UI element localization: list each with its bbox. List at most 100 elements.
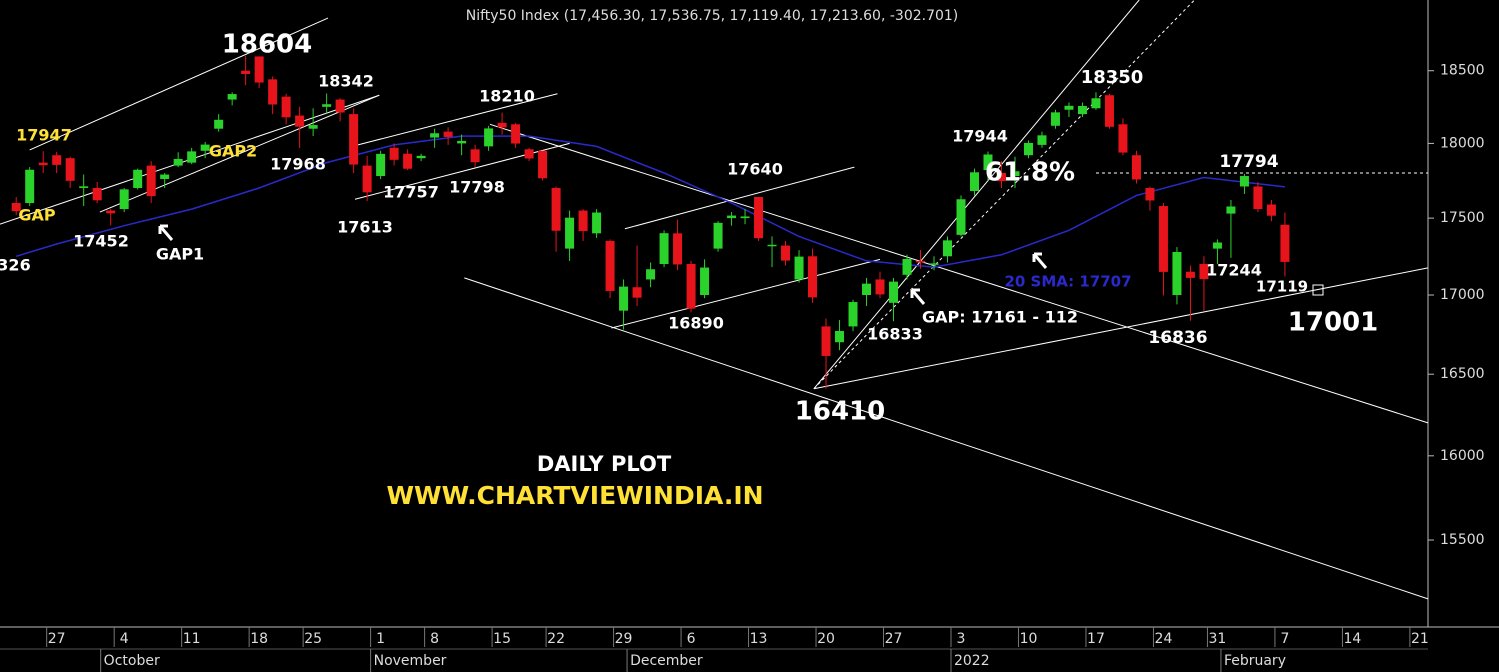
trend-line xyxy=(464,277,1429,600)
annotation: 17798 xyxy=(449,178,505,197)
candle-body xyxy=(754,196,764,239)
month-label: February xyxy=(1224,653,1286,669)
trend-line xyxy=(611,258,881,329)
candle-body xyxy=(484,128,494,147)
annotation: 61.8% xyxy=(985,158,1075,188)
candle-body xyxy=(295,115,305,127)
annotation: 17613 xyxy=(337,218,393,237)
candle-body xyxy=(821,326,831,356)
annotation: 17452 xyxy=(73,232,129,251)
annotation: 16833 xyxy=(867,325,923,344)
trend-line xyxy=(624,166,855,230)
candle-body xyxy=(1212,242,1222,249)
candle-body xyxy=(1172,251,1182,296)
candle-body xyxy=(362,165,372,193)
x-tick-label: 18 xyxy=(250,631,268,647)
candle-body xyxy=(389,147,399,160)
candle-body xyxy=(996,173,1006,182)
candle-body xyxy=(1091,98,1101,109)
candle-body xyxy=(1280,224,1290,262)
x-tick-label: 27 xyxy=(48,631,66,647)
candle-body xyxy=(1253,186,1263,210)
x-tick-label: 8 xyxy=(430,631,439,647)
candle-body xyxy=(700,267,710,296)
annotation: 17968 xyxy=(270,155,326,174)
month-label: November xyxy=(374,653,447,669)
candle-body xyxy=(1077,105,1087,115)
candle-body xyxy=(1131,155,1141,180)
candle-body xyxy=(956,199,966,235)
candle-body xyxy=(214,119,224,129)
annotation: 16890 xyxy=(668,314,724,333)
candle-body xyxy=(254,56,264,83)
candle-body xyxy=(673,233,683,265)
candle-body xyxy=(268,79,278,105)
candle-body xyxy=(443,131,453,137)
candle-body xyxy=(146,165,156,197)
candle-body xyxy=(430,133,440,138)
candle-body xyxy=(727,215,737,219)
x-tick-label: 20 xyxy=(817,631,835,647)
annotation: 20 SMA: 17707 xyxy=(1004,273,1131,291)
candle-body xyxy=(686,263,696,309)
candle-body xyxy=(592,212,602,234)
x-tick-label: 4 xyxy=(120,631,129,647)
candle-body xyxy=(106,210,116,214)
month-label: 2022 xyxy=(954,653,990,669)
candle-body xyxy=(848,302,858,327)
candle-body xyxy=(632,287,642,298)
candle-body xyxy=(1199,263,1209,280)
annotation: 17640 xyxy=(727,160,783,179)
annotation: 17757 xyxy=(383,183,439,202)
y-tick-label: 17000 xyxy=(1440,287,1485,303)
annotation: GAP xyxy=(18,206,56,225)
candle-body xyxy=(11,203,21,212)
candle-body xyxy=(65,158,75,181)
annotation: WWW.CHARTVIEWINDIA.IN xyxy=(386,481,763,510)
month-label: December xyxy=(630,653,703,669)
annotation: 17947 xyxy=(16,126,72,145)
candle-body xyxy=(943,240,953,257)
x-tick-label: 13 xyxy=(750,631,768,647)
annotation: 326 xyxy=(0,256,31,275)
candle-body xyxy=(781,245,791,261)
candle-body xyxy=(511,124,521,144)
candle-body xyxy=(1104,95,1114,127)
candle-body xyxy=(38,162,48,166)
candle-body xyxy=(1185,271,1195,278)
x-tick-label: 11 xyxy=(183,631,201,647)
trend-line xyxy=(813,0,1195,390)
arrow xyxy=(1032,252,1048,269)
candle-body xyxy=(578,210,588,232)
candle-body xyxy=(902,258,912,275)
month-label: October xyxy=(104,653,160,669)
candle-body xyxy=(646,269,656,280)
candle-body xyxy=(794,256,804,280)
arrow xyxy=(910,288,926,305)
y-tick-label: 17500 xyxy=(1440,210,1485,226)
trend-line xyxy=(99,94,380,213)
candle-body xyxy=(1239,176,1249,187)
x-tick-label: 22 xyxy=(547,631,565,647)
x-tick-label: 31 xyxy=(1209,631,1227,647)
trend-line xyxy=(354,142,570,200)
trend-line xyxy=(813,0,1140,390)
candle-body xyxy=(416,155,426,159)
y-tick-label: 15500 xyxy=(1440,532,1485,548)
candle-body xyxy=(281,96,291,118)
candle-body xyxy=(1010,171,1020,177)
x-tick-label: 15 xyxy=(493,631,511,647)
x-tick-label: 14 xyxy=(1344,631,1362,647)
y-tick-label: 16000 xyxy=(1440,448,1485,464)
trend-line xyxy=(29,17,329,151)
annotation: 17794 xyxy=(1219,152,1278,172)
candle-body xyxy=(403,153,413,169)
candle-body xyxy=(983,154,993,171)
candle-body xyxy=(1050,112,1060,126)
arrows xyxy=(158,224,1048,305)
candle-body xyxy=(349,114,359,165)
candle-body xyxy=(25,169,35,204)
candle-body xyxy=(1064,105,1074,110)
candle-body xyxy=(52,155,62,165)
sma-line xyxy=(15,135,1285,268)
